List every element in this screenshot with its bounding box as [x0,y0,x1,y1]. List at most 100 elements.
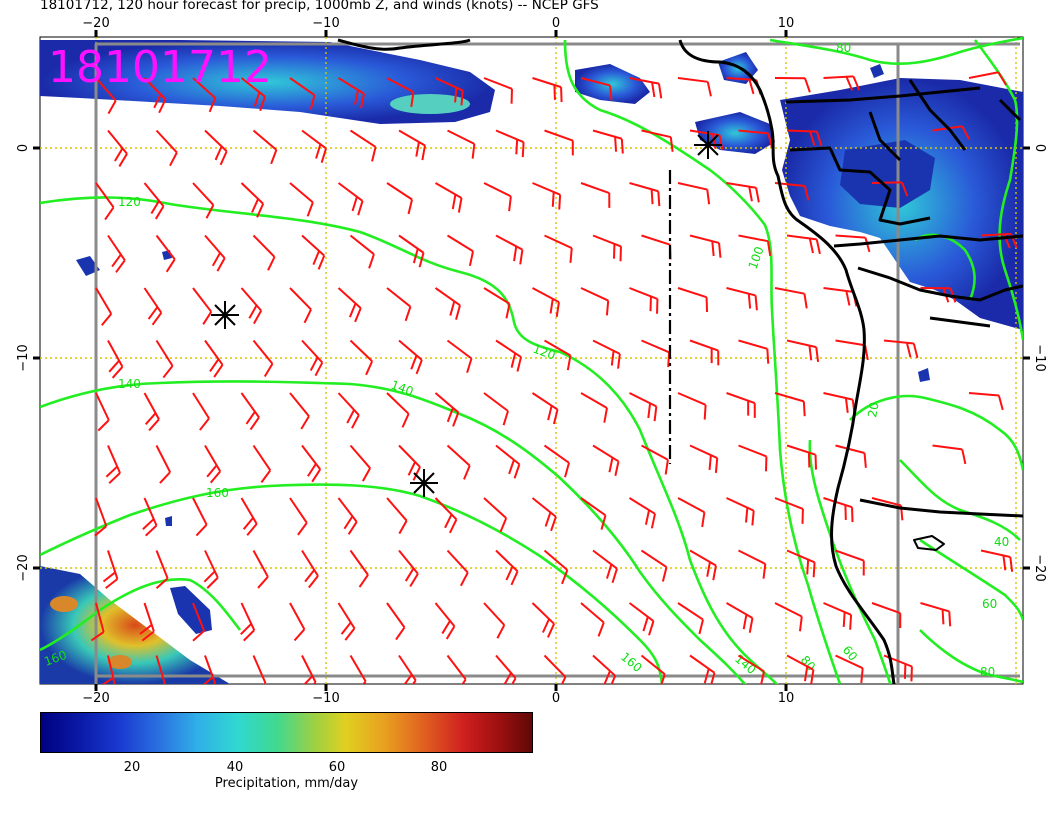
wind-barb [143,392,160,432]
wind-barb [968,71,1007,86]
border-8 [929,316,991,328]
wind-barb [289,77,316,110]
contour-20 [919,538,1023,621]
axis-ticks [33,30,1030,691]
wind-barb [737,654,765,684]
wind-barb [629,287,659,314]
coast-west-africa [337,38,471,51]
wind-barb [628,497,656,529]
domain-box [94,42,1020,684]
wind-barb [677,392,707,420]
wind-barb [544,129,574,156]
contour-160 [40,483,664,684]
lat-right-label: 0 [1032,144,1047,152]
wind-barb [435,77,464,106]
border-4 [857,266,1023,302]
colorbar-tick: 20 [123,760,141,775]
wind-barb [398,129,426,161]
lon-bottom-label: 10 [778,691,795,706]
wind-barb [204,339,224,378]
wind-barb [386,182,414,215]
wind-barb [143,182,165,220]
wind-barb [483,287,511,319]
wind-barb [192,182,215,219]
lon-top-label: 10 [778,16,795,31]
border-2 [789,146,931,226]
wind-barb [689,339,720,366]
wind-barb [446,339,473,374]
wind-barb [641,444,669,475]
wind-barb [435,182,463,213]
wind-barb [544,234,573,263]
border-5 [859,498,1023,518]
wind-barb [289,392,310,430]
lon-top-label: 0 [552,16,560,31]
wind-barb [628,602,655,636]
storm-symbol-3 [694,131,722,159]
wind-barb [337,182,364,216]
contour-160-sw [40,578,242,652]
wind-barb [95,182,115,221]
colorbar-tick: 40 [226,760,244,775]
wind-barb [786,339,820,362]
wind-barb [629,77,663,99]
colorbar-tick: 60 [328,760,346,775]
svg-text:60: 60 [982,597,997,611]
precip-gulf [575,64,650,104]
wind-barb [107,340,124,379]
storm-symbol-1 [211,301,239,329]
wind-barb [301,655,317,684]
wind-barb [398,444,421,481]
wind-barb [726,287,758,311]
colorbar-gradient [40,712,533,753]
wind-barb [677,182,711,205]
wind-barb [155,129,178,167]
forecast-map: 120 120 140 140 140 160 160 160 100 80 8… [16,16,1047,706]
lat-left-label: 0 [16,144,31,152]
wind-barb [386,77,415,107]
wind-barb [337,392,360,429]
precip-colorbar: 20 40 60 80 Precipitation, mm/day [40,712,533,792]
wind-barb [689,549,717,581]
wind-barb [483,497,508,533]
precip-small-5 [165,516,172,526]
wind-barb [495,444,521,479]
wind-barb [204,444,222,484]
wind-barb [240,77,266,112]
lat-right-label: −10 [1032,344,1047,371]
lon-top-label: −10 [312,16,339,31]
wind-barb [240,287,263,325]
wind-barb [155,550,169,589]
wind-barb [544,339,572,371]
wind-barb [738,129,773,149]
wind-barb [495,549,519,586]
wind-barb [155,339,174,379]
wind-barb [240,497,258,536]
wind-barb [252,550,269,589]
wind-barb [252,234,276,271]
wind-barb [543,549,569,585]
island [913,535,945,551]
wind-barb [592,549,618,584]
wind-barb [252,655,267,684]
wind-barb [192,77,217,113]
wind-barb [580,182,611,208]
lon-top-label: −20 [82,16,109,31]
wind-barb [592,654,617,684]
wind-barb [203,550,219,589]
svg-text:20: 20 [865,401,881,418]
wind-barb [94,497,108,537]
wind-barb [543,444,570,478]
wind-barb [100,655,116,684]
coast-gulf-guinea [678,39,896,684]
border-3 [833,234,1023,248]
wind-barb [786,234,821,255]
wind-barb [883,339,919,359]
wind-barb [447,129,476,159]
wind-barb [398,339,423,375]
wind-barb [725,602,754,633]
wind-barb [774,497,804,524]
wind-barb [786,549,816,578]
wind-barb [786,444,818,470]
contour-80-se [919,629,1023,684]
